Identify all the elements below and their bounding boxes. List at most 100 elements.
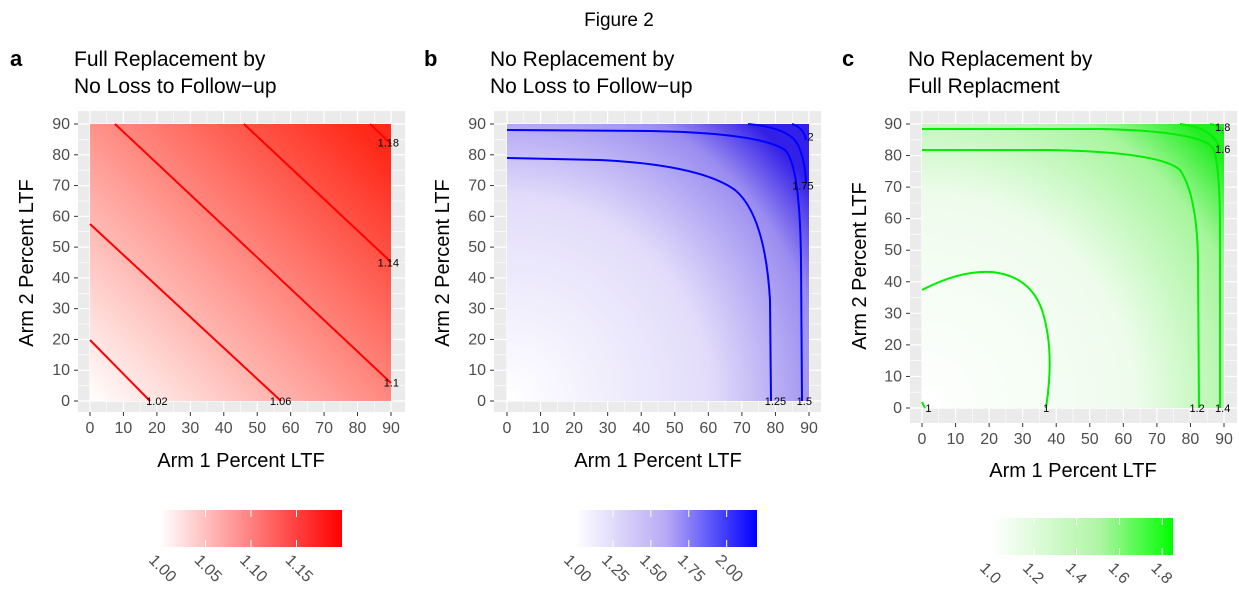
panel-c-x-axis-label: Arm 1 Percent LTF [989,460,1156,482]
panel-c-contour-labels: 1 1 1.2 1.4 1.6 1.8 [925,122,1230,415]
panel-b-y-axis-label: Arm 2 Percent LTF [432,179,454,346]
x-tick-label: 10 [947,431,965,448]
panel-b-title-line-2: No Loss to Follow−up [490,75,693,98]
y-tick-label: 0 [61,393,70,410]
legend-tick-label: 1.6 [1105,560,1133,588]
contour-label: 1.4 [1215,403,1230,415]
contour-label: 1.18 [378,137,399,149]
contour-label: 1.25 [765,396,786,408]
panel-a-y-axis-label: Arm 2 Percent LTF [16,179,38,346]
y-tick-label: 10 [884,368,902,385]
contour-1-corner [921,401,926,409]
y-tick-label: 20 [52,331,70,348]
legend-tick-label: 1.10 [236,552,270,586]
legend-tick-label: 1.50 [636,552,670,586]
panel-c: c No Replacement by Full Replacment 1 1 1.… [842,46,1237,588]
x-tick-label: 20 [565,420,583,437]
y-tick-label: 30 [52,301,70,318]
x-tick-label: 80 [767,420,785,437]
y-tick-label: 0 [893,400,902,417]
y-tick-label: 30 [468,301,486,318]
x-tick-label: 0 [503,420,512,437]
contour-label: 2 [808,131,814,143]
y-tick-label: 50 [468,239,486,256]
panel-a-y-ticks: 0 10 20 30 40 50 60 70 80 90 [52,116,78,410]
panel-a-letter: a [10,46,23,71]
y-tick-label: 80 [884,148,902,165]
x-tick-label: 40 [215,420,233,437]
x-tick-label: 70 [733,420,751,437]
legend-tick-label: 1.8 [1147,560,1175,588]
contour-label: 1 [925,403,931,415]
y-tick-label: 70 [468,178,486,195]
contour-label: 1.14 [378,258,399,270]
panel-a-x-axis-label: Arm 1 Percent LTF [157,450,324,472]
y-tick-label: 40 [468,270,486,287]
y-tick-label: 70 [52,178,70,195]
x-tick-label: 10 [532,420,550,437]
contour-label: 1.1 [384,378,399,390]
contour-label: 1.75 [792,181,813,193]
contour-label: 1.2 [1190,403,1205,415]
x-tick-label: 60 [699,420,717,437]
contour-1-5 [506,129,803,402]
panel-c-heat-tile [922,124,1224,408]
legend-tick-label: 1.00 [145,552,179,586]
panel-c-legend-colorbar [991,518,1173,555]
y-tick-label: 0 [477,393,486,410]
panel-a-contour-labels: 1.02 1.06 1.1 1.14 1.18 [146,137,399,408]
panel-c-title-line-2: Full Replacment [908,75,1060,98]
y-tick-label: 60 [468,208,486,225]
panel-c-contours [921,123,1224,409]
y-tick-label: 20 [468,331,486,348]
x-tick-label: 80 [1182,431,1200,448]
panel-a-x-ticks: 0 10 20 30 40 50 60 70 80 90 [86,412,400,437]
legend-tick-label: 1.0 [976,560,1004,588]
x-tick-label: 40 [1047,431,1065,448]
x-tick-label: 70 [315,420,333,437]
y-tick-label: 80 [52,147,70,164]
x-tick-label: 0 [918,431,927,448]
y-tick-label: 10 [52,362,70,379]
legend-tick-label: 1.2 [1019,560,1047,588]
x-tick-label: 10 [115,420,133,437]
panel-c-x-ticks: 0 10 20 30 40 50 60 70 80 90 [918,423,1233,448]
panel-b-letter: b [424,46,437,71]
panel-a-title-line-1: Full Replacement by [74,48,266,71]
panel-b-contour-labels: 1.25 1.5 1.75 2 [765,131,814,408]
contour-label: 1.6 [1215,144,1230,156]
panel-a-contours [89,123,392,402]
panel-c-letter: c [842,46,854,71]
x-tick-label: 30 [1014,431,1032,448]
panel-b-heat-tile [507,124,809,401]
x-tick-label: 20 [148,420,166,437]
x-tick-label: 80 [349,420,367,437]
x-tick-label: 30 [599,420,617,437]
y-tick-label: 50 [884,242,902,259]
contour-1-8 [1209,123,1224,135]
panel-b-legend-colorbar [575,510,757,547]
legend-tick-label: 2.00 [712,552,746,586]
contour-label: 1.06 [270,396,291,408]
panel-b: b No Replacement by No Loss to Follow−up… [424,46,821,586]
panel-c-y-ticks: 0 10 20 30 40 50 60 70 80 90 [884,116,910,417]
x-tick-label: 30 [181,420,199,437]
legend-tick-label: 1.00 [560,552,594,586]
x-tick-label: 70 [1148,431,1166,448]
contour-label: 1.02 [146,396,167,408]
panel-a-title-line-2: No Loss to Follow−up [74,75,277,98]
y-tick-label: 40 [52,270,70,287]
x-tick-label: 60 [1114,431,1132,448]
x-tick-label: 50 [248,420,266,437]
x-tick-label: 90 [382,420,400,437]
contour-1-2 [922,149,1200,409]
contour-1-75 [747,123,807,183]
y-tick-label: 90 [468,116,486,133]
y-tick-label: 90 [52,116,70,133]
contour-1-06 [89,223,282,402]
panel-b-x-ticks: 0 10 20 30 40 50 60 70 80 90 [503,412,818,437]
x-tick-label: 90 [800,420,818,437]
panel-b-contours [506,123,807,402]
y-tick-label: 90 [884,116,902,133]
